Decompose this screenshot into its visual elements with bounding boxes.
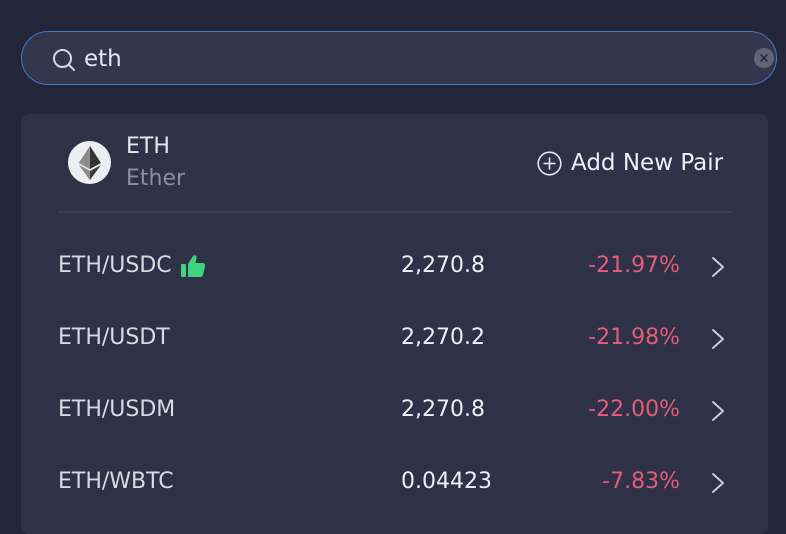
pair-label: ETH/USDC xyxy=(58,253,172,278)
pair-label: ETH/WBTC xyxy=(58,469,174,494)
add-new-pair-button[interactable]: Add New Pair xyxy=(537,147,723,179)
chevron-right-icon xyxy=(712,473,724,493)
pair-price: 2,270.8 xyxy=(401,253,485,278)
coin-name: Ether xyxy=(126,166,186,191)
pair-label-wrap: ETH/WBTC xyxy=(58,469,174,494)
pair-price: 0.04423 xyxy=(401,469,492,494)
pair-label-wrap: ETH/USDM xyxy=(58,397,175,422)
thumbs-up-icon xyxy=(180,254,205,277)
plus-circle-icon xyxy=(537,150,562,176)
pair-change: -21.97% xyxy=(588,253,680,278)
chevron-right-icon xyxy=(712,329,724,349)
close-icon xyxy=(760,54,768,62)
search-icon xyxy=(53,49,75,71)
coin-header: ETH Ether Add New Pair xyxy=(21,114,768,214)
pair-row[interactable]: ETH/USDT 2,270.2 -21.98% xyxy=(21,304,768,376)
pair-price: 2,270.8 xyxy=(401,397,485,422)
pair-label: ETH/USDM xyxy=(58,397,176,422)
ethereum-logo-icon xyxy=(68,141,111,184)
pair-label-wrap: ETH/USDT xyxy=(58,325,170,350)
add-new-pair-label: Add New Pair xyxy=(571,150,724,176)
chevron-right-icon xyxy=(712,401,724,421)
pair-change: -22.00% xyxy=(588,397,680,422)
chevron-right-icon xyxy=(712,257,724,277)
search-input[interactable] xyxy=(84,42,724,76)
coin-symbol: ETH xyxy=(126,134,170,159)
pair-row[interactable]: ETH/WBTC 0.04423 -7.83% xyxy=(21,448,768,520)
clear-search-button[interactable] xyxy=(754,48,774,68)
search-bar[interactable] xyxy=(21,31,777,85)
pair-change: -7.83% xyxy=(602,469,680,494)
pair-price: 2,270.2 xyxy=(401,325,485,350)
pair-label: ETH/USDT xyxy=(58,325,170,350)
search-results-panel: ETH Ether Add New Pair ETH/USDC 2,270.8 … xyxy=(21,114,768,534)
pair-row[interactable]: ETH/USDM 2,270.8 -22.00% xyxy=(21,376,768,448)
divider xyxy=(58,211,732,213)
pair-change: -21.98% xyxy=(588,325,680,350)
pair-label-wrap: ETH/USDC xyxy=(58,253,206,278)
pair-row[interactable]: ETH/USDC 2,270.8 -21.97% xyxy=(21,232,768,304)
